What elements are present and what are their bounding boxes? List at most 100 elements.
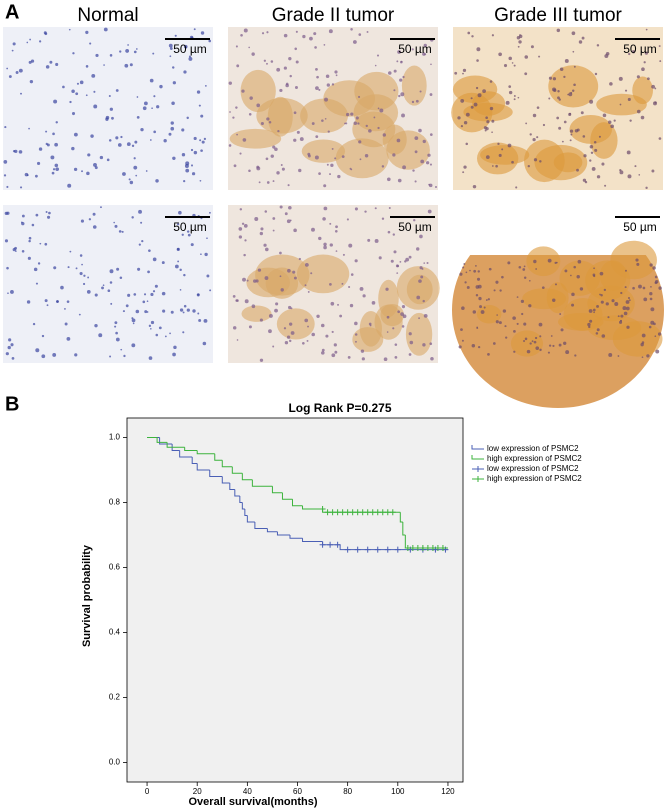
nucleus [607, 316, 610, 319]
nucleus [238, 227, 243, 231]
nucleus [265, 157, 269, 161]
y-tick-label: 0.4 [109, 628, 121, 637]
nucleus [248, 113, 252, 116]
nucleus [483, 306, 486, 309]
nucleus [654, 101, 657, 104]
nucleus [98, 333, 103, 338]
nucleus [241, 222, 245, 225]
nucleus [414, 136, 419, 140]
nucleus [638, 284, 642, 289]
y-tick-label: 0.0 [109, 758, 121, 767]
nucleus [618, 320, 623, 324]
censor-mark [339, 509, 346, 516]
nucleus [110, 302, 113, 305]
nucleus [320, 323, 325, 328]
nucleus [288, 322, 293, 326]
nucleus [618, 76, 623, 81]
nucleus [244, 239, 247, 242]
nucleus [311, 227, 315, 232]
survival-step [239, 496, 243, 503]
nucleus [52, 132, 55, 136]
nucleus [108, 94, 111, 98]
nucleus [531, 340, 534, 343]
nucleus [627, 174, 632, 179]
nucleus [174, 34, 177, 37]
nucleus [653, 322, 656, 326]
nucleus [460, 125, 464, 128]
nucleus [559, 313, 562, 315]
nucleus [617, 315, 620, 318]
nucleus [646, 354, 650, 358]
nucleus [298, 257, 301, 261]
tissue [610, 240, 657, 280]
nucleus [44, 299, 48, 303]
nucleus [310, 272, 313, 275]
nucleus [200, 253, 202, 256]
nucleus [260, 121, 264, 126]
nucleus [283, 66, 287, 70]
survival-step [221, 460, 233, 468]
nucleus [290, 307, 293, 310]
nucleus [329, 222, 332, 225]
nucleus [135, 48, 138, 50]
nucleus [649, 297, 653, 301]
nucleus [628, 299, 631, 302]
nucleus [526, 349, 531, 354]
nucleus [228, 81, 232, 85]
nucleus [392, 233, 395, 236]
tissue [401, 65, 427, 106]
nucleus [133, 293, 137, 296]
nucleus [368, 129, 372, 133]
nucleus [577, 259, 582, 264]
nucleus [373, 116, 376, 119]
nucleus [587, 322, 591, 327]
survival-step [302, 538, 323, 542]
nucleus [462, 266, 465, 269]
legend-label: low expression of PSMC2 [487, 444, 579, 453]
nucleus [204, 84, 207, 87]
nucleus [232, 294, 236, 298]
nucleus [505, 336, 508, 339]
nucleus [374, 64, 377, 67]
nucleus [284, 212, 288, 216]
nucleus [571, 303, 575, 307]
censor-mark [439, 545, 446, 551]
nucleus [488, 267, 492, 271]
nucleus [658, 45, 661, 48]
nucleus [480, 310, 485, 314]
nucleus [629, 119, 632, 122]
nucleus [641, 67, 645, 72]
nucleus [415, 99, 419, 103]
tissue [396, 266, 440, 310]
nucleus [647, 77, 650, 81]
nucleus [199, 179, 202, 182]
nucleus [461, 339, 464, 342]
nucleus [608, 120, 612, 124]
nucleus [475, 285, 480, 289]
nucleus [334, 70, 338, 74]
tissue [557, 312, 604, 331]
nucleus [182, 311, 185, 314]
nucleus [482, 89, 486, 94]
nucleus [589, 99, 594, 104]
nucleus [473, 269, 477, 273]
nucleus [542, 123, 546, 127]
nucleus [487, 353, 490, 356]
nucleus [501, 275, 504, 279]
nucleus [524, 72, 528, 76]
nucleus [243, 224, 248, 228]
nucleus [8, 338, 12, 342]
nucleus [361, 357, 365, 361]
y-tick-label: 0.8 [109, 498, 121, 507]
nucleus [522, 268, 526, 271]
nucleus [264, 247, 269, 252]
nucleus [179, 289, 182, 291]
nucleus [486, 120, 490, 124]
censor-mark [404, 545, 411, 551]
nucleus [557, 90, 560, 93]
nucleus [422, 343, 426, 347]
nucleus [515, 186, 518, 189]
nucleus [512, 316, 516, 320]
nucleus [45, 142, 48, 146]
nucleus [86, 289, 91, 294]
